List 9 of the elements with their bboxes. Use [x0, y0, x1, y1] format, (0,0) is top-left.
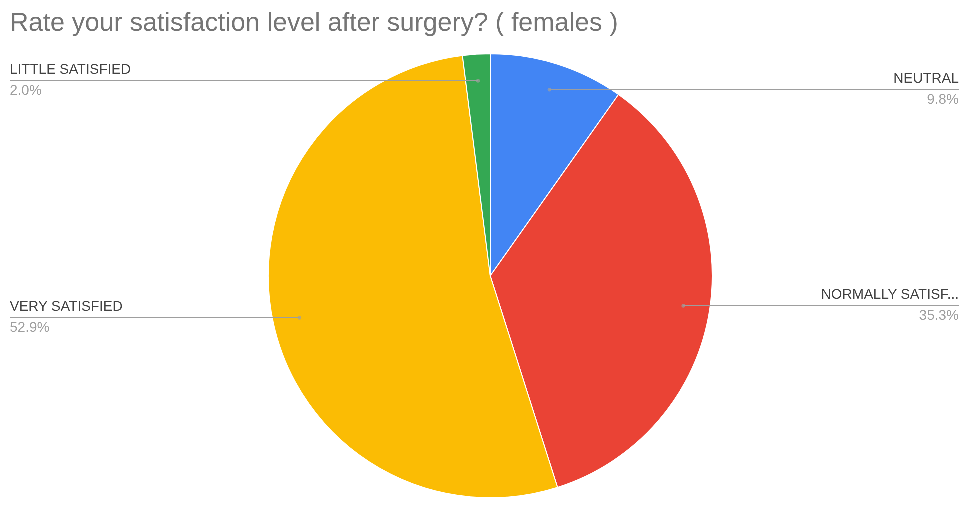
data-label: 35.3%	[919, 306, 959, 323]
data-label: 9.8%	[927, 90, 959, 107]
slice-label: NORMALLY SATISF...	[821, 286, 959, 302]
slice-label: NEUTRAL	[894, 70, 960, 86]
data-label: 52.9%	[10, 319, 50, 336]
chart-title: Rate your satisfaction level after surgery? ( females )	[10, 7, 618, 37]
slice-label: VERY SATISFIED	[10, 298, 123, 314]
slice-label: LITTLE SATISFIED	[10, 61, 132, 78]
data-label: 2.0%	[10, 82, 42, 98]
